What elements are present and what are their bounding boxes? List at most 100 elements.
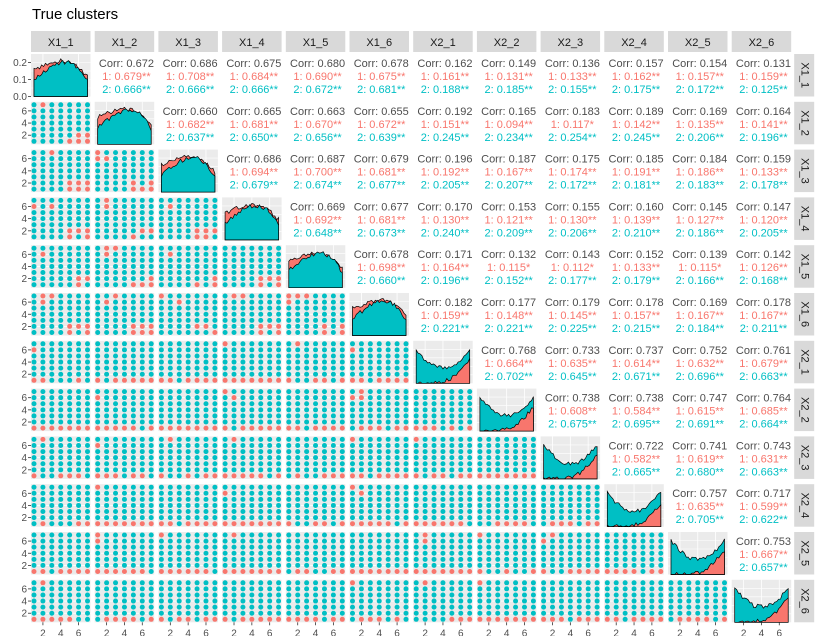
- scatter-point: [449, 562, 455, 568]
- scatter-point: [313, 365, 319, 371]
- scatter-point: [613, 616, 619, 622]
- scatter-point: [212, 425, 218, 431]
- scatter-point: [486, 544, 492, 550]
- scatter-point: [148, 276, 154, 282]
- scatter-point: [95, 538, 101, 544]
- scatter-point: [185, 311, 191, 317]
- scatter-point: [330, 419, 336, 425]
- scatter-point: [67, 556, 73, 562]
- scatter-point: [267, 377, 273, 383]
- scatter-point: [58, 490, 64, 496]
- scatter-point: [385, 413, 391, 419]
- scatter-point: [413, 592, 419, 598]
- strip-top-label-x1_5: X1_5: [303, 37, 329, 49]
- scatter-point: [403, 413, 409, 419]
- scatter-point: [185, 449, 191, 455]
- scatter-point: [594, 610, 600, 616]
- scatter-point: [350, 550, 355, 556]
- scatter-point: [576, 484, 582, 490]
- scatter-point: [104, 377, 110, 383]
- scatter-point: [240, 299, 246, 305]
- corr-cluster-2: 2: 0.175**: [612, 84, 661, 96]
- scatter-point: [176, 389, 182, 395]
- scatter-point: [49, 407, 55, 413]
- scatter-point: [212, 197, 218, 203]
- scatter-point: [121, 210, 127, 216]
- scatter-point: [403, 436, 409, 442]
- scatter-point: [67, 562, 73, 568]
- scatter-point: [367, 538, 373, 544]
- scatter-point: [513, 532, 519, 538]
- scatter-point: [85, 598, 90, 604]
- scatter-point: [350, 419, 355, 425]
- scatter-point: [422, 586, 428, 592]
- scatter-point: [403, 610, 409, 616]
- scatter-point: [49, 401, 55, 407]
- scatter-point: [240, 455, 246, 461]
- scatter-point: [321, 550, 327, 556]
- scatter-point: [58, 389, 64, 395]
- strip-top-label-x2_1: X2_1: [430, 37, 456, 49]
- scatter-point: [130, 257, 136, 263]
- scatter-point: [104, 347, 110, 353]
- scatter-point: [313, 371, 319, 377]
- scatter-point: [339, 442, 345, 448]
- scatter-point: [104, 455, 110, 461]
- scatter-point: [76, 359, 82, 365]
- x-tick-label: 2: [677, 628, 683, 636]
- scatter-point: [85, 132, 90, 138]
- scatter-point: [212, 436, 218, 442]
- scatter-point: [640, 616, 646, 622]
- scatter-point: [385, 449, 391, 455]
- scatter-point: [521, 521, 527, 527]
- scatter-point: [339, 616, 345, 622]
- scatter-point: [449, 436, 455, 442]
- scatter-point: [458, 490, 464, 496]
- scatter-point: [76, 569, 82, 574]
- scatter-point: [504, 515, 510, 521]
- scatter-point: [449, 502, 455, 508]
- scatter-point: [212, 210, 218, 216]
- scatter-point: [31, 299, 37, 305]
- corr-overall: Corr: 0.680: [290, 58, 345, 70]
- scatter-point: [176, 425, 182, 431]
- scatter-point: [403, 515, 409, 521]
- scatter-point: [604, 556, 610, 562]
- scatter-point: [139, 484, 145, 490]
- scatter-point: [76, 150, 82, 156]
- corr-cluster-2: 2: 0.186**: [676, 227, 725, 239]
- corr-cluster-1: 1: 0.681**: [230, 119, 279, 131]
- scatter-point: [130, 604, 136, 610]
- scatter-point: [330, 490, 336, 496]
- scatter-point: [530, 544, 536, 550]
- scatter-point: [158, 442, 164, 448]
- corr-overall: Corr: 0.142: [736, 249, 791, 261]
- scatter-point: [203, 347, 209, 353]
- scatter-point: [40, 299, 46, 305]
- scatter-point: [249, 257, 255, 263]
- strip-right-label-x1_6: X1_6: [798, 301, 810, 327]
- scatter-point: [222, 473, 228, 479]
- scatter-point: [486, 616, 492, 622]
- scatter-point: [413, 580, 419, 586]
- scatter-point: [113, 419, 119, 425]
- strip-right-label-x1_4: X1_4: [798, 206, 810, 232]
- corr-cluster-1: 1: 0.599**: [739, 501, 788, 513]
- scatter-point: [212, 341, 218, 347]
- scatter-point: [158, 389, 164, 395]
- scatter-point: [104, 544, 110, 550]
- scatter-point: [31, 180, 37, 186]
- scatter-point: [686, 586, 692, 592]
- scatter-point: [286, 436, 292, 442]
- scatter-point: [222, 616, 228, 622]
- scatter-point: [58, 556, 64, 562]
- scatter-point: [550, 484, 556, 490]
- scatter-point: [576, 556, 582, 562]
- scatter-point: [113, 532, 119, 538]
- corr-cluster-2: 2: 0.245**: [421, 132, 470, 144]
- scatter-point: [167, 407, 173, 413]
- scatter-point: [49, 413, 55, 419]
- scatter-point: [185, 610, 191, 616]
- scatter-point: [376, 413, 382, 419]
- scatter-point: [148, 377, 154, 383]
